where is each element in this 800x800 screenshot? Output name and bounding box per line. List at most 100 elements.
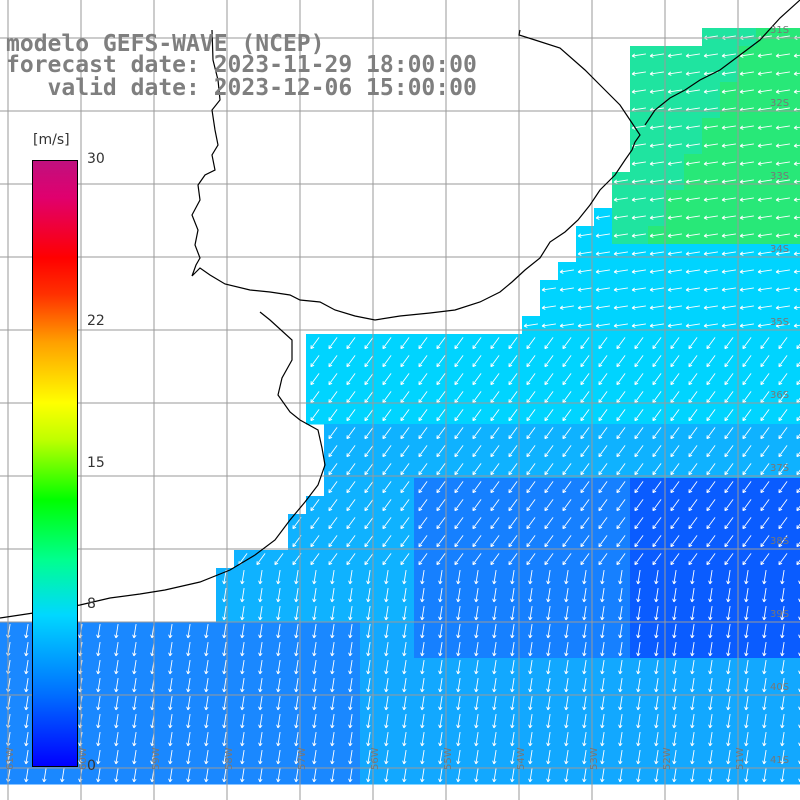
wind-arrow — [724, 499, 734, 512]
wind-arrow — [742, 337, 752, 350]
wind-arrow — [634, 409, 644, 422]
wind-arrow — [667, 161, 682, 166]
wind-arrow — [726, 588, 731, 603]
wind-arrow — [382, 499, 392, 512]
wind-arrow — [546, 660, 551, 675]
wind-arrow — [454, 445, 464, 458]
wind-arrow — [652, 391, 662, 404]
wind-arrow — [402, 642, 407, 657]
wind-arrow — [240, 732, 245, 747]
latitude-label: 39S — [770, 609, 789, 620]
wind-arrow — [330, 570, 335, 585]
wind-arrow — [312, 588, 317, 603]
wind-arrow — [454, 391, 464, 404]
wind-arrow — [258, 750, 263, 765]
wind-arrow — [382, 445, 392, 458]
wind-arrow — [346, 373, 356, 386]
wind-arrow — [346, 535, 356, 548]
wind-arrow — [528, 732, 533, 747]
wind-arrow — [472, 535, 482, 548]
wind-arrow — [793, 71, 800, 76]
wind-arrow — [400, 553, 410, 566]
wind-arrow — [778, 499, 788, 512]
wind-arrow — [24, 624, 29, 639]
wind-arrow — [186, 732, 191, 747]
wind-arrow — [580, 427, 590, 440]
latitude-label: 35S — [770, 317, 789, 328]
longitude-label: 57W — [297, 747, 308, 770]
wind-arrow — [708, 750, 713, 765]
wind-arrow — [634, 481, 644, 494]
wind-arrow — [649, 143, 664, 148]
wind-arrow — [382, 409, 392, 422]
wind-arrow — [670, 355, 680, 368]
wind-arrow — [346, 463, 356, 476]
wind-arrow — [564, 750, 569, 765]
wind-arrow — [760, 409, 770, 422]
wind-arrow — [474, 570, 479, 585]
wind-arrow — [654, 624, 659, 639]
wind-arrow — [652, 535, 662, 548]
wind-arrow — [114, 696, 119, 711]
wind-arrow — [726, 642, 731, 657]
wind-arrow — [559, 269, 574, 274]
wind-cell — [792, 676, 800, 695]
wind-arrow — [490, 391, 500, 404]
wind-arrow — [654, 660, 659, 675]
wind-speed-field — [0, 28, 800, 785]
wind-arrow — [328, 445, 338, 458]
wind-arrow — [706, 499, 716, 512]
wind-arrow — [546, 750, 551, 765]
wind-arrow — [724, 517, 734, 530]
wind-arrow — [294, 696, 299, 711]
wind-arrow — [546, 678, 551, 693]
wind-arrow — [402, 588, 407, 603]
wind-cell — [792, 280, 800, 299]
wind-arrow — [544, 481, 554, 494]
wind-arrow — [652, 499, 662, 512]
wind-arrow — [618, 606, 623, 621]
wind-arrow — [667, 323, 682, 328]
wind-arrow — [526, 373, 536, 386]
wind-arrow — [631, 161, 646, 166]
wind-arrow — [582, 732, 587, 747]
wind-arrow — [546, 696, 551, 711]
wind-arrow — [649, 269, 664, 274]
wind-arrow — [670, 337, 680, 350]
wind-arrow — [454, 463, 464, 476]
wind-arrow — [528, 588, 533, 603]
wind-arrow — [742, 517, 752, 530]
wind-arrow — [490, 481, 500, 494]
wind-arrow — [24, 714, 29, 729]
wind-arrow — [618, 642, 623, 657]
wind-arrow — [739, 215, 754, 220]
wind-arrow — [775, 251, 790, 256]
wind-arrow — [490, 517, 500, 530]
wind-arrow — [726, 606, 731, 621]
wind-arrow — [420, 750, 425, 765]
longitude-label: 51W — [735, 747, 746, 770]
wind-arrow — [96, 714, 101, 729]
wind-arrow — [739, 287, 754, 292]
wind-arrow — [366, 768, 371, 783]
wind-arrow — [544, 409, 554, 422]
wind-arrow — [618, 750, 623, 765]
wind-arrow — [24, 678, 29, 693]
wind-arrow — [726, 660, 731, 675]
wind-arrow — [508, 427, 518, 440]
wind-arrow — [508, 499, 518, 512]
wind-arrow — [544, 337, 554, 350]
wind-arrow — [649, 197, 664, 202]
wind-arrow — [24, 660, 29, 675]
wind-arrow — [528, 570, 533, 585]
wind-cell — [792, 712, 800, 731]
wind-arrow — [613, 269, 628, 274]
wind-arrow — [24, 696, 29, 711]
wind-arrow — [96, 642, 101, 657]
wind-arrow — [294, 678, 299, 693]
wind-arrow — [598, 499, 608, 512]
wind-arrow — [96, 624, 101, 639]
wind-arrow — [778, 391, 788, 404]
wind-arrow — [636, 660, 641, 675]
wind-arrow — [778, 427, 788, 440]
